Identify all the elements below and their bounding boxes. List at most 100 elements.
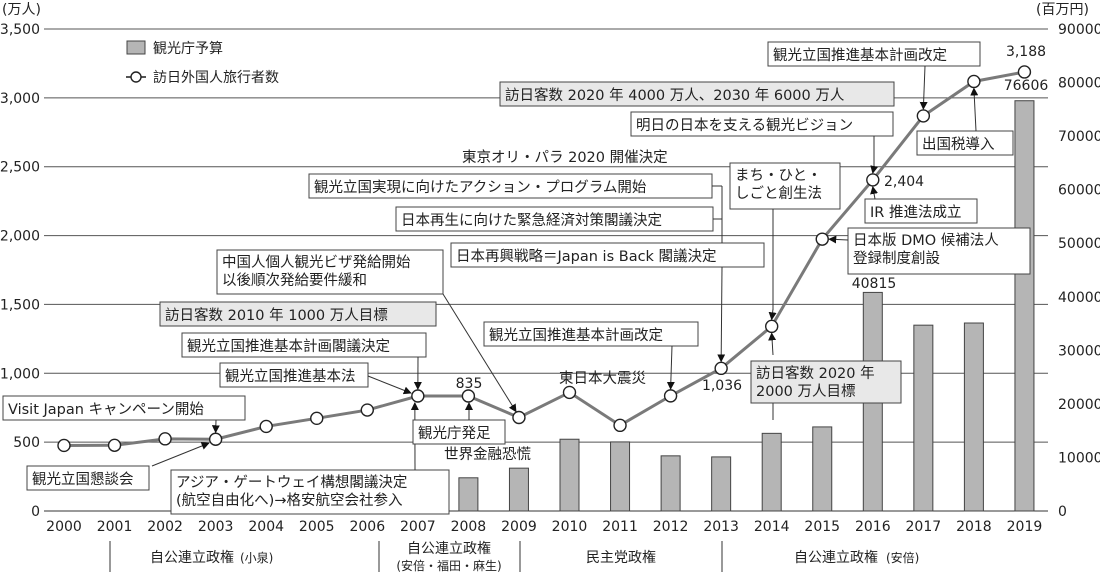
year-label: 2008 [451, 519, 487, 535]
annotation-label: 世界金融恐慌 [444, 446, 531, 463]
visitor-line: 835 1,036 2,404 3,188 40815 76606 [57, 44, 1049, 453]
annotation-box [308, 173, 713, 199]
right-tick-label: 50000 [1058, 236, 1100, 252]
era-label: 民主党政権 [586, 549, 656, 566]
annotation-box [181, 332, 427, 358]
year-label: 2019 [1007, 519, 1043, 535]
right-tick-label: 40000 [1058, 290, 1100, 306]
annotation-text: アジア・ゲートウェイ構想閣議決定 [176, 473, 407, 491]
annotation-text: 日本再生に向けた緊急経済対策閣議決定 [401, 211, 662, 229]
left-tick-label: 500 [13, 435, 40, 451]
data-point-marker [512, 410, 526, 425]
right-tick-label: 20000 [1058, 397, 1100, 413]
annotation-arrow [666, 345, 675, 390]
annotation-arrow [870, 165, 879, 174]
left-tick-label: 0 [31, 504, 40, 520]
right-tick-label: 90000 [1058, 22, 1100, 38]
legend-bar-swatch [126, 40, 146, 55]
left-tick-label: 2,500 [0, 160, 40, 176]
annotation-arrow [870, 185, 878, 200]
annotation-box [630, 111, 894, 137]
annotation-arrow [768, 308, 777, 321]
annotation-box [916, 130, 1014, 156]
annotation-box [864, 198, 978, 224]
left-tick-label: 2,000 [0, 229, 40, 245]
annotation-text: 観光立国推進基本計画改定 [773, 47, 947, 64]
era-label: 自公連立政権 [407, 540, 491, 557]
budget-bar [913, 324, 934, 512]
era-labels: 自公連立政権 (小泉)自公連立政権(安倍・福田・麻生) 民主党政権 自公連立政権 (安倍… [109, 540, 919, 573]
year-label: 2009 [501, 519, 537, 535]
visitor-polyline [63, 70, 1025, 447]
annotation-text: 観光立国推進基本計画閣議決定 [187, 337, 390, 355]
annotation-label: 東日本大震災 [559, 370, 646, 387]
left-tick-label: 1,000 [0, 366, 40, 382]
annotation-text: 観光立国懇談会 [32, 471, 134, 488]
data-label: 835 [456, 376, 483, 392]
data-point-marker [107, 438, 122, 453]
year-label: 2001 [97, 519, 133, 535]
budget-bar [963, 322, 984, 512]
year-label: 2007 [400, 519, 436, 535]
data-label: 2,404 [884, 174, 924, 190]
data-point-marker [663, 389, 678, 403]
era-label: 自公連立政権 [794, 549, 878, 566]
data-point-marker [967, 74, 981, 89]
budget-bar [508, 467, 529, 512]
legend-line-label: 訪日外国人旅行者数 [153, 70, 279, 86]
data-point-marker [562, 385, 577, 400]
annotation-text: 日本再興戦略＝Japan is Back 閣議決定 [456, 247, 717, 265]
data-point-marker [411, 389, 425, 403]
annotation-arrow [919, 65, 928, 110]
annotation-text: IR 推進法成立 [870, 204, 961, 221]
left-tick-label: 3,000 [0, 91, 40, 107]
annotation-text: Visit Japan キャンペーン開始 [8, 401, 204, 418]
era-sub: (安倍) [886, 550, 919, 565]
budget-bar [660, 455, 681, 512]
annotation-arrow [367, 375, 412, 395]
year-label: 2002 [147, 519, 183, 535]
right-tick-label: 70000 [1058, 129, 1100, 145]
annotation-box [847, 227, 1031, 275]
legend-marker [130, 71, 142, 83]
data-point-marker [866, 173, 880, 187]
annotation-box [483, 321, 699, 347]
annotation-text: 訪日客数 2020 年 4000 万人、2030 年 6000 万人 [505, 87, 844, 104]
year-label: 2005 [299, 519, 335, 535]
annotation-box [767, 41, 981, 67]
annotation-box [412, 419, 506, 445]
year-label: 2015 [804, 519, 840, 535]
annotation-box [170, 469, 450, 515]
data-point-marker [310, 411, 324, 426]
annotation-arrow [768, 332, 777, 356]
data-label: 76606 [1004, 78, 1049, 94]
annotation-box [159, 301, 437, 327]
budget-bar [1014, 100, 1035, 512]
year-label: 2013 [703, 519, 739, 535]
annotation-text: 登録制度創設 [853, 250, 940, 267]
annotation-box [499, 81, 895, 107]
data-label: 40815 [852, 276, 897, 292]
right-tick-label: 30000 [1058, 343, 1100, 359]
right-axis-unit: (百万円) [1036, 2, 1089, 18]
era-sub: (安倍・福田・麻生) [396, 558, 501, 573]
budget-bars [458, 100, 1035, 512]
annotation-text: 明日の日本を支える観光ビジョン [636, 117, 853, 134]
budget-bar [559, 438, 580, 512]
annotation-text: まち・ひと・ [735, 167, 822, 184]
annotation-text: しごと創生法 [735, 185, 822, 202]
left-axis-unit: (万人) [2, 2, 41, 18]
annotation-box [729, 162, 841, 210]
data-point-marker [158, 432, 172, 446]
era-sub: (小泉) [240, 551, 273, 565]
data-point-marker [208, 432, 223, 446]
annotation-text: 2000 万人目標 [756, 383, 856, 400]
annotation-box [395, 206, 714, 232]
right-tick-label: 80000 [1058, 76, 1100, 92]
annotation-text: 観光立国推進基本法 [225, 368, 356, 385]
annotation-text: 以後順次発給要件緩和 [222, 272, 367, 289]
annotation-arrow [828, 235, 849, 244]
data-point-marker [714, 361, 728, 376]
